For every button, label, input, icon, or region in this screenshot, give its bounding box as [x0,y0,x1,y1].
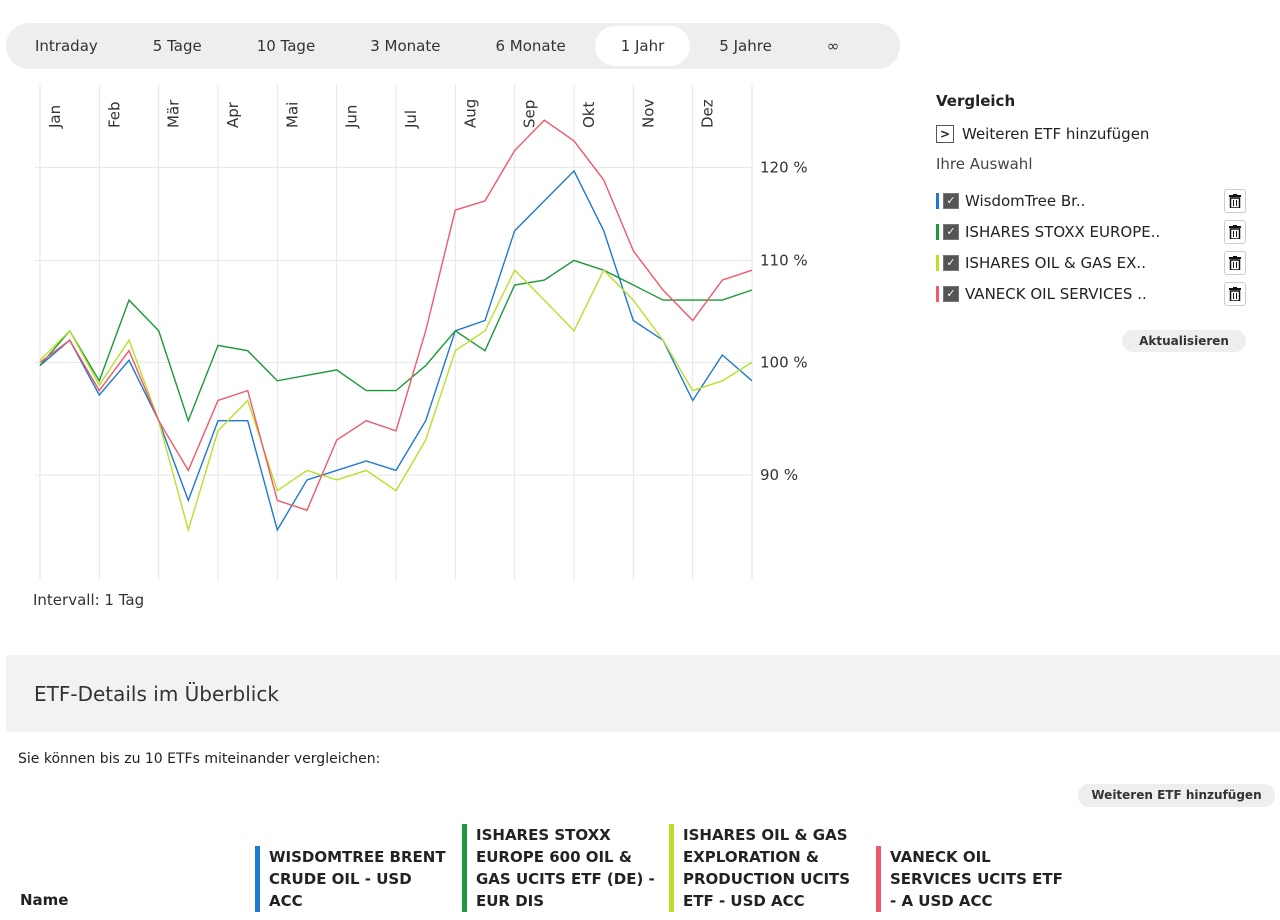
month-label: Okt [580,102,598,128]
details-title: ETF-Details im Überblick [34,682,279,706]
column-color [462,824,467,912]
panel-title: Vergleich [936,92,1016,110]
compare-panel: Vergleich > Weiteren ETF hinzufügen Ihre… [936,90,1256,309]
etf-columns: WISDOMTREE BRENT CRUDE OIL - USD ACC ISHA… [255,824,1083,912]
month-label: Dez [699,99,717,128]
trash-icon[interactable] [1224,281,1246,306]
name-header: Name [20,891,69,909]
column-title: ISHARES OIL & GAS EXPLORATION & PRODUCTI… [683,826,851,910]
column-title: WISDOMTREE BRENT CRUDE OIL - USD ACC [269,848,446,910]
y-tick-label: 120 % [760,158,808,176]
column-color [669,824,674,912]
series-line [39,259,753,423]
month-label: Mai [283,102,301,128]
y-tick-label: 100 % [760,353,808,371]
trash-icon[interactable] [1224,250,1246,275]
legend: ✓ WisdomTree Br.. ✓ ISHARES STOXX EUROPE.. ✓… [936,185,1256,309]
legend-color [936,192,939,209]
tab[interactable]: 6 Monate [495,37,566,55]
tab[interactable]: 10 Tage [256,37,316,55]
column-title: ISHARES STOXX EUROPE 600 OIL & GAS UCITS… [476,826,655,910]
tab-bar: Intraday 5 Tage 10 Tage 3 Monate 6 Monate 1 J… [6,23,900,69]
checkbox[interactable]: ✓ [943,223,959,240]
add-etf-text: Weiteren ETF hinzufügen [962,124,1150,143]
month-label: Jul [402,110,420,129]
legend-name: VANECK OIL SERVICES .. [965,284,1147,303]
legend-row: ✓ VANECK OIL SERVICES .. [936,278,1256,309]
chart: Intervall: 1 Tag Jan Feb Mär Apr Mai Jun Jul Au… [33,85,808,609]
details-info: Sie können bis zu 10 ETFs miteinander ve… [18,751,381,767]
trash-glyph [1229,286,1241,301]
etf-column: ISHARES STOXX EUROPE 600 OIL & GAS UCITS… [462,824,669,912]
checkbox[interactable]: ✓ [943,285,959,302]
details-header: ETF-Details im Überblick [6,655,1280,732]
tab[interactable]: 3 Monate [370,37,441,55]
trash-icon[interactable] [1224,219,1246,244]
month-label: Aug [461,99,479,128]
etf-column: WISDOMTREE BRENT CRUDE OIL - USD ACC [255,846,462,912]
trash-glyph [1229,255,1241,270]
tab[interactable]: 1 Jahr [594,26,691,66]
tab[interactable]: 5 Jahre [719,37,772,55]
month-label: Sep [521,100,539,128]
legend-name: WisdomTree Br.. [965,191,1086,210]
tab[interactable]: ∞ [826,37,840,55]
add-etf-button[interactable]: Weiteren ETF hinzufügen [1078,784,1275,807]
trash-icon[interactable] [1224,188,1246,213]
tab[interactable]: Intraday [35,37,98,55]
trash-glyph [1229,193,1241,208]
y-tick-label: 110 % [760,251,808,269]
legend-name: ISHARES STOXX EUROPE.. [965,222,1161,241]
arrow-icon: > [936,124,954,143]
month-label: Feb [105,101,123,128]
legend-row: ✓ ISHARES OIL & GAS EX.. [936,247,1256,278]
interval-note: Intervall: 1 Tag [33,591,144,609]
month-label: Apr [224,101,242,128]
selection-label: Ihre Auswahl [936,155,1033,173]
tab[interactable]: 5 Tage [152,37,202,55]
column-color [255,846,260,912]
legend-row: ✓ WisdomTree Br.. [936,185,1256,216]
column-title: VANECK OIL SERVICES UCITS ETF - A USD AC… [890,848,1063,910]
checkbox[interactable]: ✓ [943,192,959,209]
legend-color [936,285,939,302]
add-etf-link[interactable]: > Weiteren ETF hinzufügen [936,118,1256,149]
etf-column: VANECK OIL SERVICES UCITS ETF - A USD AC… [876,846,1083,912]
month-label: Nov [639,99,657,128]
y-tick-label: 90 % [760,466,798,484]
update-button[interactable]: Aktualisieren [1122,330,1246,352]
etf-column: ISHARES OIL & GAS EXPLORATION & PRODUCTI… [669,824,876,912]
month-label: Jan [46,105,64,129]
legend-color [936,254,939,271]
checkbox[interactable]: ✓ [943,254,959,271]
month-label: Jun [343,105,361,129]
column-color [876,846,881,912]
trash-glyph [1229,224,1241,239]
legend-color [936,223,939,240]
legend-name: ISHARES OIL & GAS EX.. [965,253,1146,272]
month-label: Mär [165,99,183,128]
series-line [39,119,753,512]
legend-row: ✓ ISHARES STOXX EUROPE.. [936,216,1256,247]
